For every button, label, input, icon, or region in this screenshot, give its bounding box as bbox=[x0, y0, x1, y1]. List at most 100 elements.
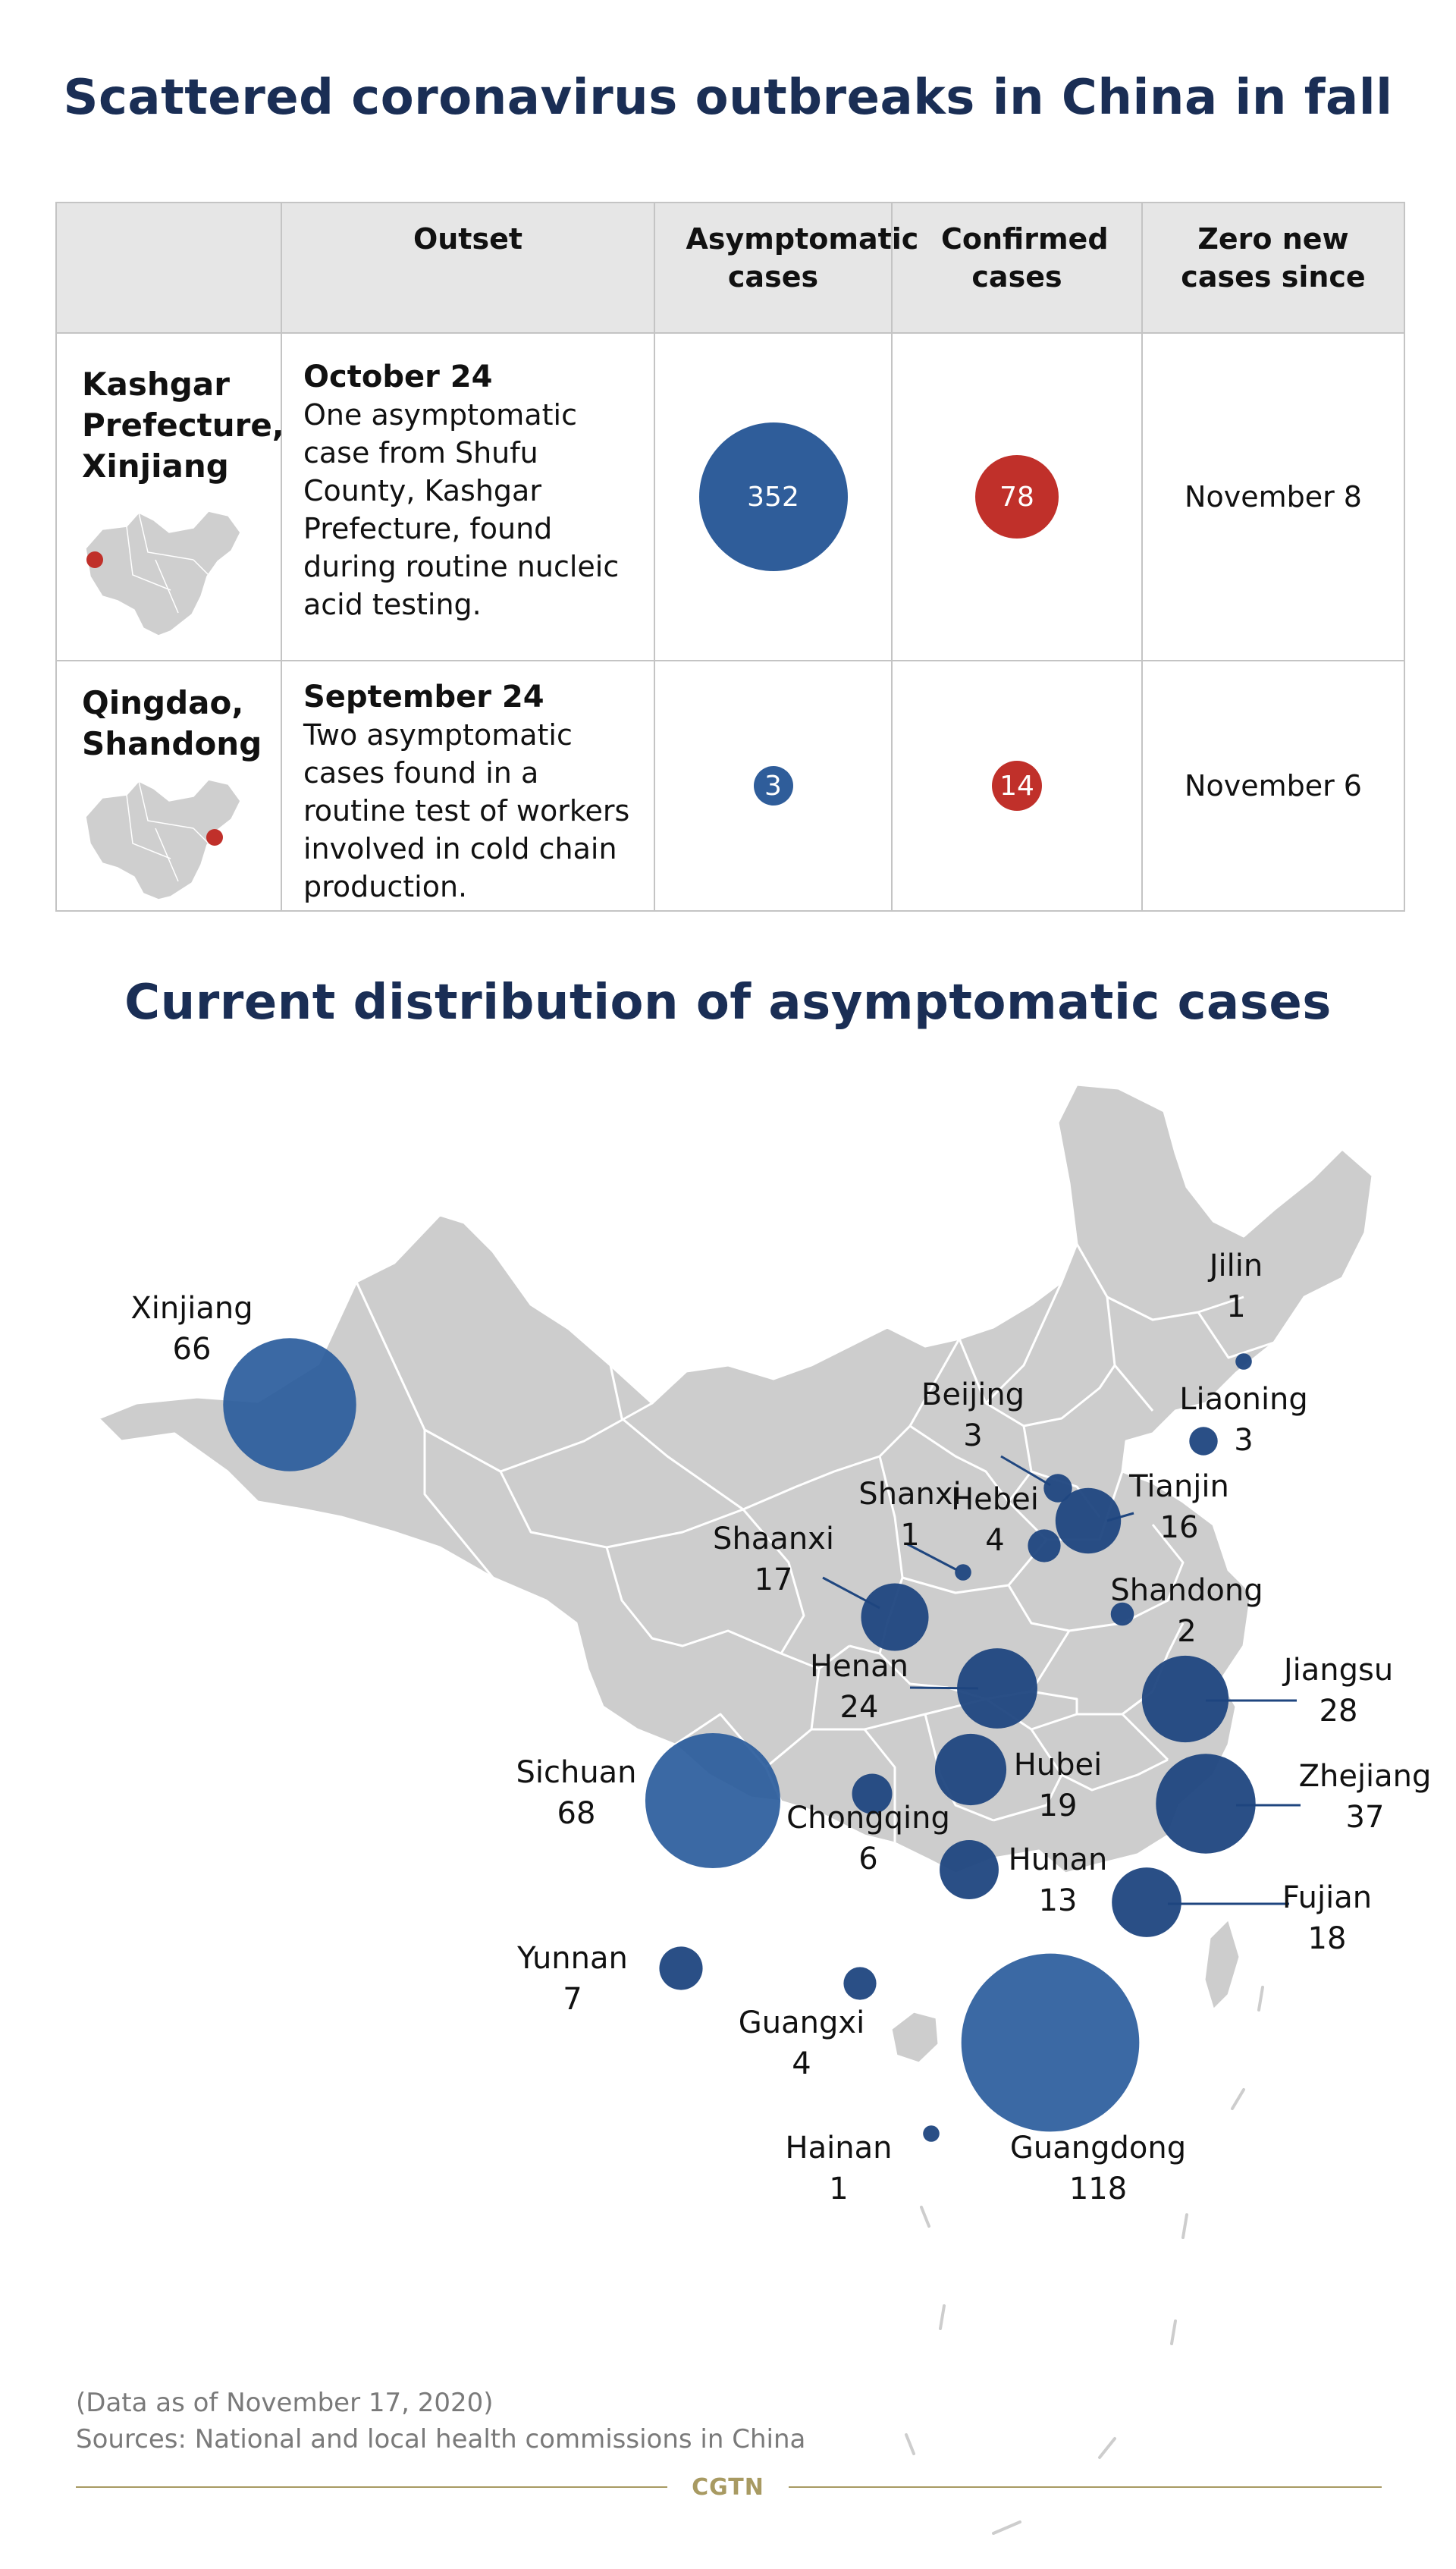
confirmed-cell: 78 bbox=[891, 332, 1143, 661]
value-guangdong: 118 bbox=[1069, 2172, 1127, 2206]
location-name: Kashgar Prefecture, Xinjiang bbox=[82, 366, 284, 485]
value-hubei: 19 bbox=[1039, 1789, 1078, 1823]
value-henan: 24 bbox=[840, 1690, 879, 1725]
label-shaanxi: Shaanxi bbox=[713, 1522, 834, 1556]
bubble-henan bbox=[957, 1648, 1037, 1729]
bubble-chongqing bbox=[852, 1773, 893, 1814]
label-jilin: Jilin bbox=[1207, 1248, 1263, 1283]
value-sichuan: 68 bbox=[557, 1796, 596, 1831]
bubble-zhejiang bbox=[1156, 1754, 1256, 1854]
map-title: Current distribution of asymptomatic cas… bbox=[124, 975, 1332, 1031]
outset-cell: September 24 Two asymptomatic cases foun… bbox=[281, 660, 655, 912]
outset-description: One asymptomatic case from Shufu County,… bbox=[303, 398, 620, 621]
bubble-hubei bbox=[934, 1733, 1007, 1806]
bubble-guangdong bbox=[961, 1953, 1140, 2132]
outbreak-table: Outset Asymptomatic cases Confirmed case… bbox=[55, 202, 1405, 912]
value-shaanxi: 17 bbox=[755, 1562, 793, 1597]
asymptomatic-cell: 3 bbox=[654, 660, 893, 912]
callout-beijing bbox=[1000, 1455, 1051, 1487]
header-asymptomatic: Asymptomatic cases bbox=[654, 202, 918, 334]
confirmed-cell: 14 bbox=[891, 660, 1143, 912]
labels-layer: Xinjiang66Jilin1Liaoning3Beijing3Tianjin… bbox=[130, 1248, 1431, 2206]
header-location bbox=[55, 202, 282, 334]
label-tianjin: Tianjin bbox=[1128, 1469, 1229, 1504]
value-shanxi: 1 bbox=[900, 1518, 919, 1553]
header-zero-since: Zero new cases since bbox=[1141, 202, 1405, 334]
value-jiangsu: 28 bbox=[1320, 1694, 1358, 1729]
bubble-shandong bbox=[1110, 1602, 1134, 1626]
value-beijing: 3 bbox=[963, 1418, 982, 1453]
value-shandong: 2 bbox=[1177, 1614, 1196, 1649]
table-row: Kashgar Prefecture, Xinjiang October 24 … bbox=[55, 332, 1405, 661]
table-header-row: Outset Asymptomatic cases Confirmed case… bbox=[55, 202, 1405, 334]
label-hebei: Hebei bbox=[951, 1482, 1039, 1517]
outset-date: October 24 bbox=[303, 360, 493, 394]
label-guangxi: Guangxi bbox=[739, 2005, 864, 2040]
asymptomatic-bubble: 352 bbox=[698, 422, 848, 571]
locator-map-icon bbox=[85, 779, 241, 900]
china-landmass bbox=[97, 1083, 1374, 2065]
label-guangdong: Guangdong bbox=[1010, 2131, 1186, 2165]
location-cell: Kashgar Prefecture, Xinjiang bbox=[55, 332, 284, 661]
value-hunan: 13 bbox=[1039, 1883, 1078, 1918]
label-sichuan: Sichuan bbox=[516, 1755, 636, 1790]
bubble-liaoning bbox=[1189, 1427, 1218, 1456]
confirmed-bubble: 78 bbox=[975, 455, 1059, 539]
bubble-beijing bbox=[1043, 1474, 1072, 1503]
zero-since-cell: November 6 bbox=[1141, 660, 1405, 912]
china-map: Xinjiang66Jilin1Liaoning3Beijing3Tianjin… bbox=[97, 1083, 1431, 2535]
sources-note: Sources: National and local health commi… bbox=[76, 2424, 806, 2454]
bubble-yunnan bbox=[659, 1946, 703, 1990]
label-jiangsu: Jiangsu bbox=[1282, 1653, 1393, 1688]
value-hainan: 1 bbox=[829, 2172, 848, 2206]
label-hunan: Hunan bbox=[1009, 1842, 1108, 1877]
label-zhejiang: Zhejiang bbox=[1299, 1759, 1432, 1794]
main-title: Scattered coronavirus outbreaks in China… bbox=[63, 70, 1393, 126]
label-shandong: Shandong bbox=[1110, 1573, 1263, 1608]
bubbles-layer bbox=[223, 1338, 1256, 2142]
value-hebei: 4 bbox=[985, 1523, 1004, 1558]
label-chongqing: Chongqing bbox=[786, 1801, 950, 1836]
hainan-island bbox=[890, 2010, 940, 2065]
table-row: Qingdao, Shandong September 24 Two asymp… bbox=[55, 660, 1405, 912]
outset-cell: October 24 One asymptomatic case from Sh… bbox=[281, 332, 655, 661]
value-fujian: 18 bbox=[1308, 1921, 1347, 1956]
asymptomatic-cell: 352 bbox=[654, 332, 893, 661]
label-beijing: Beijing bbox=[921, 1377, 1025, 1412]
asymptomatic-bubble: 3 bbox=[753, 766, 793, 806]
kashgar-marker bbox=[86, 551, 103, 568]
bubble-jiangsu bbox=[1141, 1655, 1229, 1743]
value-xinjiang: 66 bbox=[173, 1332, 212, 1367]
bubble-xinjiang bbox=[223, 1338, 356, 1471]
location-cell: Qingdao, Shandong bbox=[55, 660, 282, 912]
label-hubei: Hubei bbox=[1014, 1748, 1103, 1782]
label-hainan: Hainan bbox=[786, 2131, 893, 2165]
label-liaoning: Liaoning bbox=[1179, 1382, 1308, 1417]
taiwan-island bbox=[1203, 1917, 1241, 2012]
nine-dash-line bbox=[905, 1986, 1264, 2535]
value-zhejiang: 37 bbox=[1346, 1800, 1385, 1835]
bubble-hainan bbox=[923, 2125, 940, 2142]
brand-rule-right bbox=[789, 2486, 1382, 2488]
value-guangxi: 4 bbox=[792, 2046, 811, 2081]
header-confirmed: Confirmed cases bbox=[891, 202, 1143, 334]
location-name: Qingdao, Shandong bbox=[82, 684, 262, 762]
bubble-fujian bbox=[1112, 1867, 1181, 1937]
header-outset: Outset bbox=[281, 202, 655, 334]
bubble-sichuan bbox=[645, 1732, 781, 1869]
bubble-hebei bbox=[1028, 1529, 1061, 1562]
zero-since-date: November 8 bbox=[1185, 480, 1362, 513]
outset-date: September 24 bbox=[303, 680, 544, 714]
label-yunnan: Yunnan bbox=[516, 1941, 628, 1976]
bubble-guangxi bbox=[843, 1967, 877, 2000]
qingdao-marker bbox=[206, 829, 223, 846]
value-jilin: 1 bbox=[1226, 1289, 1245, 1324]
zero-since-cell: November 8 bbox=[1141, 332, 1405, 661]
label-henan: Henan bbox=[810, 1649, 908, 1684]
data-date-note: (Data as of November 17, 2020) bbox=[76, 2388, 494, 2418]
bubble-shanxi bbox=[955, 1564, 971, 1581]
bubble-hunan bbox=[940, 1840, 999, 1899]
bubble-tianjin bbox=[1055, 1487, 1122, 1554]
cgtn-logo: CGTN bbox=[692, 2474, 764, 2501]
value-tianjin: 16 bbox=[1160, 1510, 1199, 1545]
